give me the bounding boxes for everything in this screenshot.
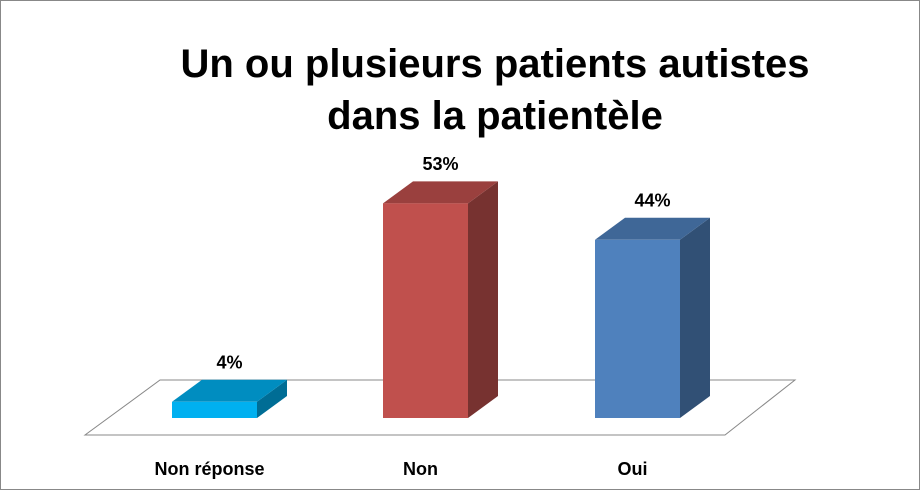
chart-title: Un ou plusieurs patients autistes dans l… [180, 42, 810, 138]
bar-top [383, 181, 498, 204]
x-tick-label: Oui [618, 459, 648, 479]
bar-side [680, 217, 710, 418]
x-tick-label: Non [403, 459, 438, 479]
bar [383, 203, 468, 418]
x-tick-label: Non réponse [154, 459, 264, 479]
bar-top [172, 379, 287, 402]
data-label: 53% [422, 154, 458, 174]
data-label: 44% [634, 191, 670, 211]
bar [172, 401, 257, 418]
bar-side [468, 181, 498, 418]
data-label: 4% [216, 353, 242, 373]
bar-side [257, 379, 287, 418]
bar [595, 239, 680, 418]
bar-top [595, 217, 710, 240]
